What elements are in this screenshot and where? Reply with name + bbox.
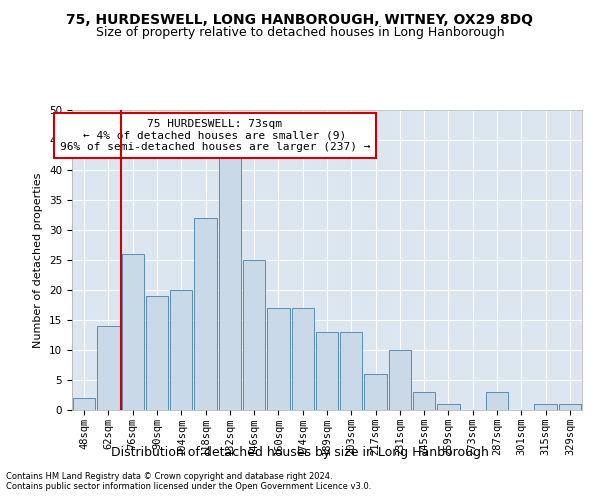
- Bar: [559, 404, 581, 410]
- Text: Contains public sector information licensed under the Open Government Licence v3: Contains public sector information licen…: [6, 482, 371, 491]
- Bar: [535, 404, 557, 410]
- Text: Distribution of detached houses by size in Long Hanborough: Distribution of detached houses by size …: [111, 446, 489, 459]
- Bar: [389, 350, 411, 410]
- Bar: [292, 308, 314, 410]
- Bar: [122, 254, 144, 410]
- Bar: [267, 308, 290, 410]
- Bar: [316, 332, 338, 410]
- Text: Size of property relative to detached houses in Long Hanborough: Size of property relative to detached ho…: [95, 26, 505, 39]
- Bar: [218, 158, 241, 410]
- Bar: [97, 326, 119, 410]
- Bar: [364, 374, 387, 410]
- Bar: [170, 290, 193, 410]
- Text: Contains HM Land Registry data © Crown copyright and database right 2024.: Contains HM Land Registry data © Crown c…: [6, 472, 332, 481]
- Bar: [340, 332, 362, 410]
- Bar: [243, 260, 265, 410]
- Bar: [486, 392, 508, 410]
- Y-axis label: Number of detached properties: Number of detached properties: [34, 172, 43, 348]
- Text: 75 HURDESWELL: 73sqm
← 4% of detached houses are smaller (9)
96% of semi-detache: 75 HURDESWELL: 73sqm ← 4% of detached ho…: [59, 119, 370, 152]
- Bar: [194, 218, 217, 410]
- Text: 75, HURDESWELL, LONG HANBOROUGH, WITNEY, OX29 8DQ: 75, HURDESWELL, LONG HANBOROUGH, WITNEY,…: [67, 12, 533, 26]
- Bar: [73, 398, 95, 410]
- Bar: [413, 392, 436, 410]
- Bar: [146, 296, 168, 410]
- Bar: [437, 404, 460, 410]
